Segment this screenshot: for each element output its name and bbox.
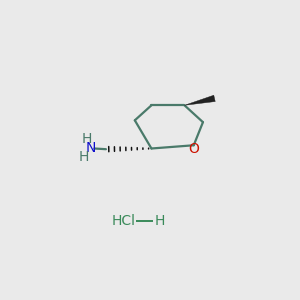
Text: H: H bbox=[82, 132, 92, 146]
Text: H: H bbox=[155, 214, 165, 228]
Text: N: N bbox=[86, 141, 96, 155]
Text: HCl: HCl bbox=[111, 214, 135, 228]
Text: H: H bbox=[78, 150, 89, 164]
Polygon shape bbox=[184, 95, 215, 105]
Text: O: O bbox=[188, 142, 199, 156]
